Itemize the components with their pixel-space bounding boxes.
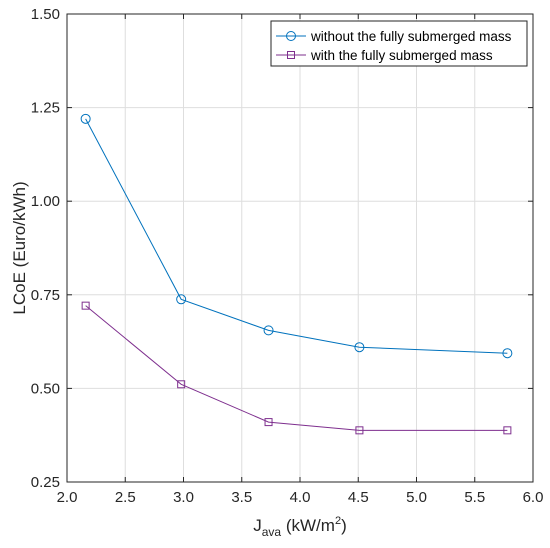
data-point-circle	[354, 342, 365, 353]
x-tick-label: 4.5	[348, 489, 369, 506]
data-point-circle	[502, 348, 513, 359]
x-tick-label: 2.0	[57, 489, 78, 506]
grid	[67, 14, 533, 482]
x-tick-label: 5.5	[464, 489, 485, 506]
y-tick-label: 1.25	[31, 100, 60, 117]
x-tick-label: 3.0	[173, 489, 194, 506]
x-axis-label-unit-close: )	[341, 516, 347, 535]
x-tick-label: 5.0	[406, 489, 427, 506]
data-point-square	[355, 426, 364, 435]
x-tick-label: 3.5	[231, 489, 252, 506]
legend-label-with: with the fully submerged mass	[310, 48, 493, 63]
y-tick-label: 0.50	[31, 380, 60, 397]
legend: without the fully submerged mass with th…	[270, 20, 528, 67]
data-point-square	[81, 301, 90, 310]
y-tick-label: 0.25	[31, 474, 60, 491]
x-tick-label: 6.0	[523, 489, 544, 506]
x-tick-label: 2.5	[115, 489, 136, 506]
y-axis-label: LCoE (Euro/kWh)	[10, 181, 29, 314]
series-line-1	[85, 118, 508, 354]
legend-marker-with	[287, 51, 295, 59]
x-tick-label: 4.0	[290, 489, 311, 506]
x-axis-label: Java (kW/m2)	[253, 515, 346, 539]
x-axis-label-main: J	[253, 516, 262, 535]
data-point-circle	[263, 325, 274, 336]
data-point-square	[264, 418, 273, 427]
data-point-square	[503, 426, 512, 435]
data-point-circle	[80, 113, 91, 124]
series-group	[80, 113, 513, 435]
legend-label-without: without the fully submerged mass	[310, 29, 512, 44]
legend-box	[270, 20, 528, 67]
axis-ticks: 2.0 2.5 3.0 3.5 4.0 4.5 5.0 5.5 6.0 0.25 0.50 0.75 1…	[31, 6, 544, 506]
legend-marker-without	[286, 31, 296, 41]
y-tick-label: 1.00	[31, 193, 60, 210]
y-tick-label: 1.50	[31, 6, 60, 23]
series-line-2	[85, 305, 508, 431]
x-axis-label-unit: (kW/m	[281, 516, 335, 535]
data-point-circle	[176, 294, 187, 305]
x-axis-label-superscript: 2	[335, 515, 341, 527]
data-point-square	[177, 380, 186, 389]
y-tick-label: 0.75	[31, 287, 60, 304]
x-axis-label-subscript: ava	[262, 525, 282, 539]
